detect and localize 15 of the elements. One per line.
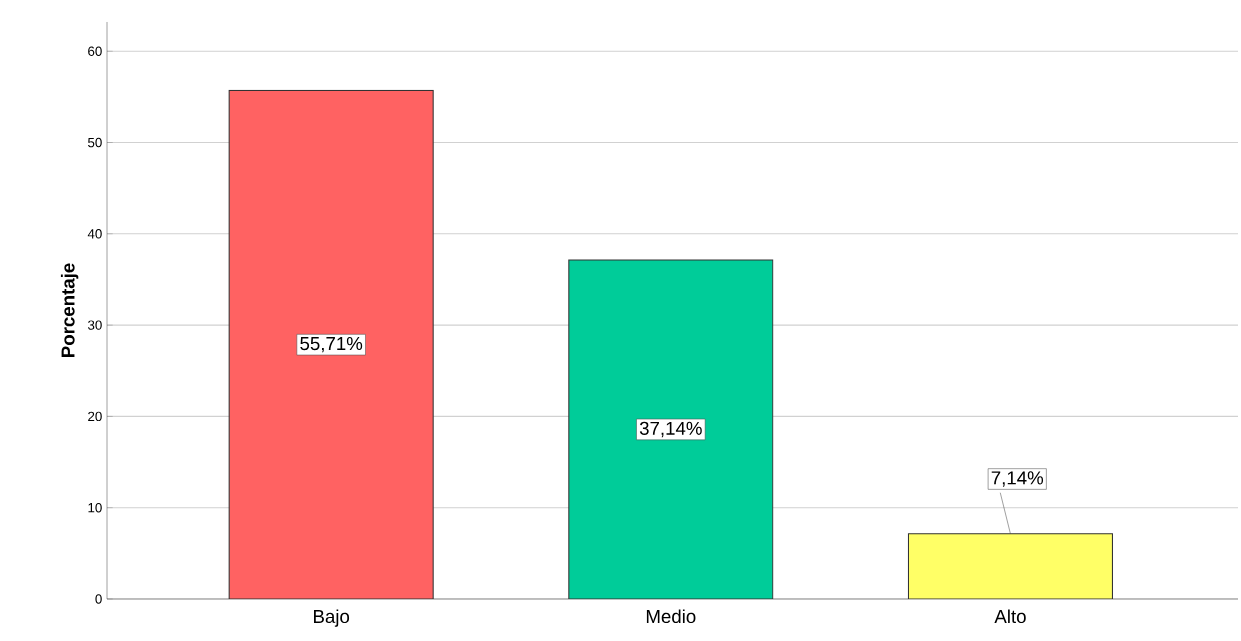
data-label: 7,14%	[991, 471, 1044, 487]
x-tick-label: Medio	[646, 609, 696, 624]
y-tick-label: 60	[88, 46, 102, 56]
y-tick-label: 20	[88, 411, 102, 422]
x-tick-label: Bajo	[314, 609, 350, 627]
data-label: 37,14%	[639, 421, 702, 438]
bar	[907, 533, 1113, 599]
data-label: 55,71%	[300, 337, 363, 353]
y-tick-label: 10	[88, 502, 102, 513]
y-tick-label: 30	[87, 320, 102, 330]
y-axis-title: Porcentaje	[60, 263, 79, 357]
y-tick-label: 0	[95, 594, 102, 604]
x-tick-label: Alto	[994, 609, 1026, 624]
y-tick-label: 50	[88, 137, 102, 148]
y-tick-label: 40	[87, 229, 102, 239]
